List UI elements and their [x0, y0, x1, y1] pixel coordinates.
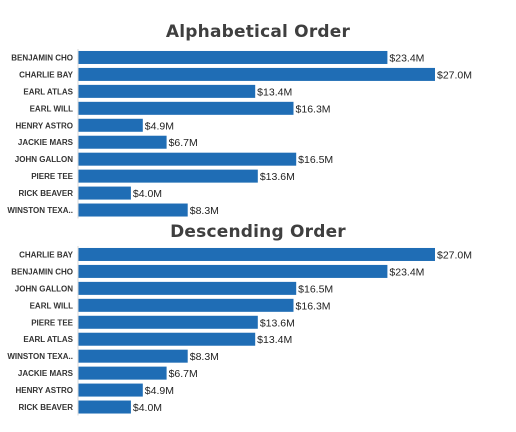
alpha-category-label: EARL ATLAS — [23, 87, 73, 96]
alpha-category-label: JACKIE MARS — [18, 138, 74, 147]
alpha-bar[interactable] — [78, 84, 256, 98]
desc-value-label: $23.4M — [389, 266, 424, 278]
desc-value-label: $8.3M — [190, 351, 219, 363]
desc-value-label: $13.6M — [260, 317, 295, 329]
alpha-value-label: $13.6M — [260, 171, 295, 183]
desc-category-label: BENJAMIN CHO — [11, 267, 73, 276]
desc-category-label: EARL WILL — [30, 301, 74, 310]
alpha-bar[interactable] — [78, 101, 294, 115]
desc-value-label: $16.5M — [298, 283, 333, 295]
desc-value-label: $27.0M — [437, 249, 472, 261]
alpha-category-label: BENJAMIN CHO — [11, 53, 73, 62]
desc-value-label: $4.0M — [133, 402, 162, 414]
alpha-value-label: $4.9M — [145, 120, 174, 132]
alpha-category-label: WINSTON TEXA.. — [7, 206, 73, 215]
alpha-bar[interactable] — [78, 118, 143, 132]
desc-bar[interactable] — [78, 281, 297, 295]
alpha-bar[interactable] — [78, 186, 131, 200]
alpha-category-label: RICK BEAVER — [18, 189, 73, 198]
chart-title-descending: Descending Order — [170, 222, 346, 242]
alpha-bar[interactable] — [78, 203, 188, 217]
desc-bar[interactable] — [78, 247, 435, 261]
alpha-bar[interactable] — [78, 50, 388, 64]
alpha-category-label: CHARLIE BAY — [19, 70, 74, 79]
desc-bar[interactable] — [78, 400, 131, 414]
alpha-value-label: $16.5M — [298, 154, 333, 166]
alpha-value-label: $16.3M — [296, 103, 331, 115]
desc-category-label: PIERE TEE — [31, 318, 73, 327]
desc-category-label: RICK BEAVER — [18, 403, 73, 412]
desc-category-label: EARL ATLAS — [23, 335, 73, 344]
alpha-bar[interactable] — [78, 169, 258, 183]
alpha-value-label: $4.0M — [133, 188, 162, 200]
desc-bar[interactable] — [78, 383, 143, 397]
alpha-category-label: EARL WILL — [30, 104, 74, 113]
alpha-bar[interactable] — [78, 67, 435, 81]
desc-value-label: $6.7M — [169, 368, 198, 380]
desc-value-label: $13.4M — [257, 334, 292, 346]
desc-bar[interactable] — [78, 366, 167, 380]
alpha-value-label: $8.3M — [190, 205, 219, 217]
desc-category-label: HENRY ASTRO — [16, 386, 74, 395]
desc-value-label: $16.3M — [296, 300, 331, 312]
alpha-category-label: PIERE TEE — [31, 172, 73, 181]
alpha-value-label: $13.4M — [257, 86, 292, 98]
desc-category-label: WINSTON TEXA.. — [7, 352, 73, 361]
desc-bar[interactable] — [78, 264, 388, 278]
alpha-value-label: $27.0M — [437, 69, 472, 81]
alpha-category-label: HENRY ASTRO — [16, 121, 74, 130]
alpha-bar[interactable] — [78, 152, 297, 166]
desc-bar[interactable] — [78, 349, 188, 363]
desc-bar[interactable] — [78, 332, 256, 346]
desc-bar[interactable] — [78, 315, 258, 329]
desc-bar[interactable] — [78, 298, 294, 312]
desc-category-label: JACKIE MARS — [18, 369, 74, 378]
alpha-category-label: JOHN GALLON — [15, 155, 73, 164]
alpha-bar[interactable] — [78, 135, 167, 149]
desc-value-label: $4.9M — [145, 385, 174, 397]
desc-category-label: CHARLIE BAY — [19, 250, 74, 259]
desc-category-label: JOHN GALLON — [15, 284, 73, 293]
chart-title-alphabetical: Alphabetical Order — [165, 22, 351, 42]
alpha-value-label: $23.4M — [389, 52, 424, 64]
alpha-value-label: $6.7M — [169, 137, 198, 149]
